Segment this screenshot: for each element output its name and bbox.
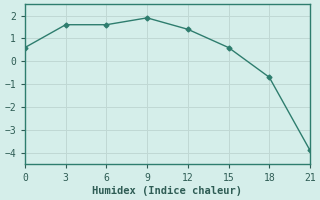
X-axis label: Humidex (Indice chaleur): Humidex (Indice chaleur) (92, 186, 243, 196)
